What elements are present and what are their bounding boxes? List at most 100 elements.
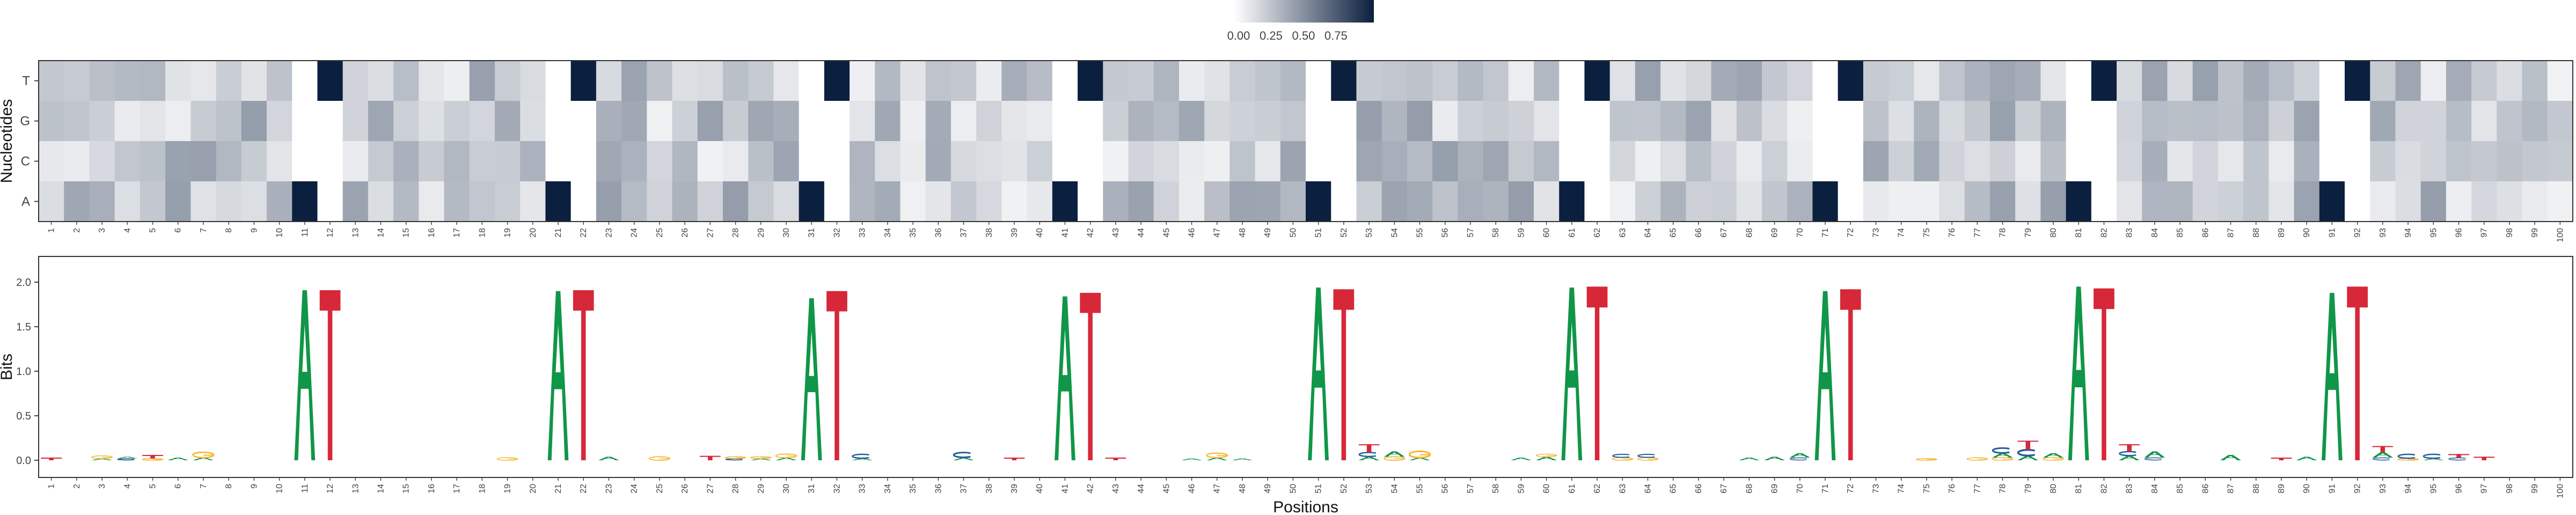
logo-x-tick-label: 86 [2201,484,2210,494]
heatmap-x-tick-label: 14 [376,228,385,238]
heatmap-cell [1609,61,1636,101]
heatmap-y-tick-label: A [21,195,30,209]
logo-y-tick-label: 0.0 [16,455,31,467]
heatmap-cell [596,101,622,142]
heatmap-cell [875,141,901,182]
heatmap-cell [89,101,115,142]
logo-x-tick-label: 14 [376,484,385,494]
logo-x-tick-label: 38 [985,484,994,494]
heatmap-cell [266,181,292,222]
heatmap-x-tick-label: 26 [680,228,690,238]
heatmap-cell [824,181,850,222]
logo-x-tick-label: 1 [47,484,56,489]
heatmap-cell [520,61,546,101]
heatmap-cell [241,61,267,101]
heatmap-x-tick-label: 17 [452,228,462,238]
heatmap-cell [748,181,774,222]
logo-x-tick-label: 5 [148,484,157,489]
logo-x-tick-label: 4 [123,484,132,489]
heatmap-x-tick-label: 80 [2049,228,2058,238]
heatmap-x-tick-label: 90 [2302,228,2311,238]
logo-x-tick-label: 78 [1999,484,2008,494]
heatmap-cell [216,61,242,101]
logo-x-tick-label: 3 [98,484,107,489]
heatmap-cell [39,141,64,182]
heatmap-cell [799,61,825,101]
heatmap-cell [2243,61,2269,101]
heatmap-cell [2497,61,2523,101]
heatmap-cell [2167,141,2193,182]
heatmap-cell [1736,141,1762,182]
heatmap-x-tick-label: 6 [174,228,183,233]
heatmap-x-tick-label: 84 [2150,228,2160,238]
heatmap-x-tick-label: 64 [1643,228,1652,238]
heatmap-cell [1711,141,1737,182]
logo-letter-T [573,290,594,460]
heatmap-cell [925,141,952,182]
heatmap-cell [292,141,318,182]
heatmap-cells [39,61,2573,222]
heatmap-cell [2547,141,2573,182]
heatmap-cell [114,181,141,222]
heatmap-x-tick-label: 10 [275,228,284,238]
heatmap-cell [1508,141,1534,182]
heatmap-x-tick-label: 30 [782,228,791,238]
heatmap-cell [2015,61,2041,101]
heatmap-cell [1787,101,1813,142]
heatmap-cell [1559,141,1585,182]
heatmap-cell [292,61,318,101]
heatmap-cell [368,141,394,182]
heatmap-cell [1609,101,1636,142]
logo-x-tick-label: 62 [1593,484,1602,494]
heatmap-cell [114,141,141,182]
heatmap-x-tick-label: 42 [1086,228,1095,238]
heatmap-cell [1432,181,1458,222]
logo-letter-T [2347,286,2368,460]
heatmap-cell [2192,101,2219,142]
heatmap-x-tick-label: 19 [503,228,513,238]
logo-x-tick-label: 13 [351,484,360,494]
heatmap-cell [1939,141,1965,182]
heatmap-cell [647,61,673,101]
logo-x-tick-label: 45 [1162,484,1171,494]
logo-letter-A [547,291,569,460]
logo-letter-C [1992,447,2010,454]
logo-letter-G [2042,457,2065,461]
heatmap-cell [191,101,217,142]
heatmap-x-tick-label: 89 [2277,228,2286,238]
heatmap-cell [89,61,115,101]
logo-letter-A [1308,287,1329,460]
heatmap-cell [1584,101,1611,142]
heatmap-cell [2218,61,2244,101]
heatmap-cell [672,181,698,222]
heatmap-cell [292,101,318,142]
heatmap-cell [697,61,723,101]
heatmap-cell [799,181,825,222]
logo-x-tick-label: 95 [2429,484,2438,494]
heatmap-cell [39,61,64,101]
heatmap-cell [1711,61,1737,101]
logo-x-tick-label: 43 [1111,484,1121,494]
heatmap-cell [1660,181,1686,222]
heatmap-x-tick-label: 9 [250,228,259,233]
logo-letter-A [2043,453,2064,458]
heatmap-x-tick-label: 54 [1390,228,1399,238]
logo-x-axis-title: Positions [1273,498,1338,515]
logo-x-tick-label: 59 [1517,484,1526,494]
heatmap-cell [1128,61,1154,101]
heatmap-x-tick-label: 43 [1111,228,1121,238]
heatmap-cell [266,101,292,142]
heatmap-cell [241,101,267,142]
heatmap-cell [1736,61,1762,101]
heatmap-cell [1812,181,1839,222]
heatmap-x-tick-label: 96 [2455,228,2464,238]
heatmap-cell [545,181,572,222]
logo-letter-A [1358,457,1380,460]
heatmap-cell [773,141,800,182]
heatmap-cell [1230,181,1256,222]
heatmap-cell [1280,141,1306,182]
heatmap-x-tick-label: 25 [655,228,664,238]
logo-x-tick-label: 30 [782,484,791,494]
heatmap-cell [1204,101,1230,142]
heatmap-cell [1153,181,1180,222]
